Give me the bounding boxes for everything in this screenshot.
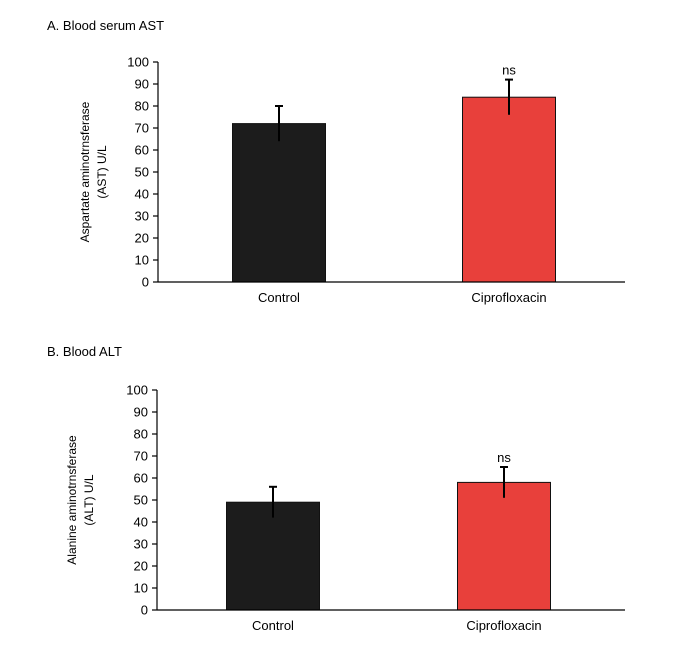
chart-a-category-label: Ciprofloxacin bbox=[471, 290, 546, 305]
chart-a-y-tick-label: 0 bbox=[142, 275, 149, 290]
chart-b-y-tick-label: 90 bbox=[134, 405, 148, 420]
chart-b-y-tick-label: 60 bbox=[134, 471, 148, 486]
chart-b-bar bbox=[226, 501, 320, 611]
chart-b-y-tick-label: 20 bbox=[134, 559, 148, 574]
chart-a-y-tick-label: 10 bbox=[135, 253, 149, 268]
chart-a-y-tick-label: 60 bbox=[135, 143, 149, 158]
chart-a-title: A. Blood serum AST bbox=[47, 18, 165, 33]
chart-b-y-axis-label: Alanine aminotrnsferase bbox=[65, 435, 79, 565]
chart-b-y-tick-label: 40 bbox=[134, 515, 148, 530]
chart-a-error-bar bbox=[505, 78, 513, 115]
chart-a-y-tick-label: 80 bbox=[135, 99, 149, 114]
chart-a-annotation: ns bbox=[502, 63, 516, 78]
chart-a-error-bar bbox=[275, 105, 283, 142]
chart-a-y-tick-label: 20 bbox=[135, 231, 149, 246]
chart-b-y-tick-label: 0 bbox=[141, 603, 148, 618]
chart-a-category-label: Control bbox=[258, 290, 300, 305]
chart-b-error-bar bbox=[269, 485, 277, 518]
chart-a-y-tick-label: 40 bbox=[135, 187, 149, 202]
chart-a-y-tick-label: 30 bbox=[135, 209, 149, 224]
chart-b-y-axis-label: (ALT) U/L bbox=[82, 474, 96, 525]
chart-b-y-tick-label: 80 bbox=[134, 427, 148, 442]
chart-b-error-bar bbox=[500, 466, 508, 498]
chart-a-y-tick-label: 70 bbox=[135, 121, 149, 136]
chart-b-y-tick-label: 70 bbox=[134, 449, 148, 464]
chart-b-category-label: Ciprofloxacin bbox=[466, 618, 541, 633]
chart-a-y-axis-label: (AST) U/L bbox=[95, 145, 109, 199]
chart-a-y-tick-label: 90 bbox=[135, 77, 149, 92]
chart-a-bar bbox=[232, 123, 326, 283]
chart-a-plot: Control ns Ciprofloxacin 0 10 20 30 40 50 60 70 80 9… bbox=[78, 55, 625, 305]
chart-b-bar bbox=[457, 481, 551, 611]
chart-b-y-tick-label: 50 bbox=[134, 493, 148, 508]
chart-a-y-axis-label: Aspartate aminotrnsferase bbox=[78, 101, 92, 242]
chart-b-annotation: ns bbox=[497, 450, 511, 465]
chart-a-y-tick-label: 100 bbox=[127, 55, 149, 70]
chart-b-title: B. Blood ALT bbox=[47, 344, 122, 359]
chart-b-y-tick-label: 10 bbox=[134, 581, 148, 596]
chart-b-plot: Control ns Ciprofloxacin 0 10 20 30 40 50 60 70 80 9… bbox=[65, 383, 625, 633]
chart-a-y-tick-label: 50 bbox=[135, 165, 149, 180]
chart-a-bar bbox=[462, 96, 556, 283]
chart-b-category-label: Control bbox=[252, 618, 294, 633]
chart-b-y-tick-label: 100 bbox=[126, 383, 148, 398]
chart-b-y-tick-label: 30 bbox=[134, 537, 148, 552]
